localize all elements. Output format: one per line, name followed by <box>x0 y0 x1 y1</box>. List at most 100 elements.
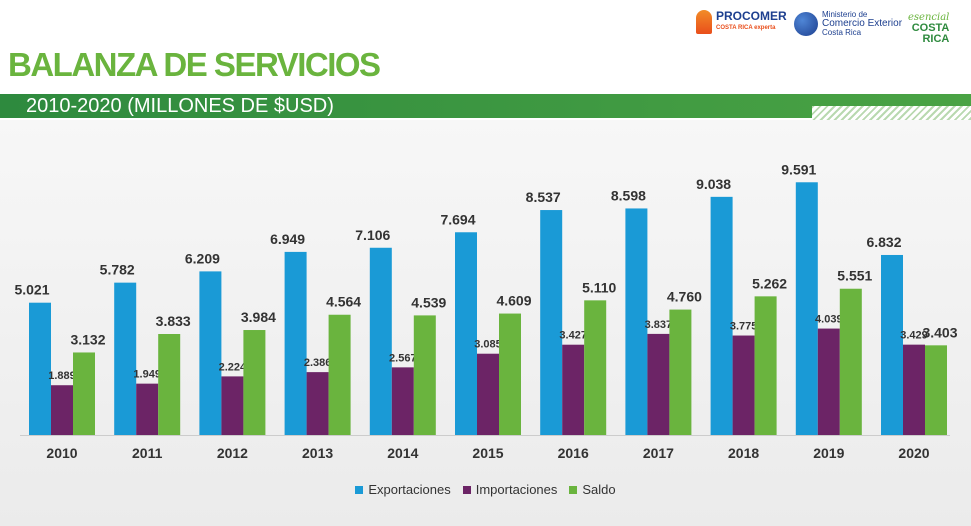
x-tick-label-2015: 2015 <box>472 445 503 461</box>
data-label-saldo-2012: 3.984 <box>241 309 276 325</box>
bar-saldo-2012 <box>243 330 266 435</box>
x-tick-label-2016: 2016 <box>558 445 589 461</box>
bar-exportaciones-2019 <box>795 182 818 435</box>
comex-logo-line2: Comercio Exterior <box>822 18 903 29</box>
x-tick-label-2014: 2014 <box>387 445 418 461</box>
data-label-importaciones-2018: 3.775 <box>730 321 758 333</box>
legend-label-exportaciones: Exportaciones <box>368 482 451 497</box>
bar-exportaciones-2014 <box>369 247 392 435</box>
bar-exportaciones-2013 <box>284 251 307 435</box>
bar-importaciones-2014 <box>391 367 414 435</box>
legend-item-exportaciones: Exportaciones <box>355 482 451 497</box>
costa-rica-logo: esencial COSTA RICA <box>908 12 949 45</box>
bar-importaciones-2012 <box>221 376 244 435</box>
data-label-importaciones-2012: 2.224 <box>219 361 247 373</box>
data-label-exportaciones-2012: 6.209 <box>185 250 220 266</box>
bar-saldo-2010 <box>73 352 95 435</box>
bar-saldo-2014 <box>413 315 436 435</box>
data-label-exportaciones-2013: 6.949 <box>270 231 305 247</box>
data-label-importaciones-2016: 3.427 <box>559 330 587 342</box>
legend-item-saldo: Saldo <box>569 482 616 497</box>
x-tick-label-2011: 2011 <box>132 445 163 461</box>
legend-swatch-saldo <box>569 485 578 494</box>
legend-swatch-exportaciones <box>355 485 364 494</box>
bar-exportaciones-2015 <box>455 232 477 435</box>
chart-legend: Exportaciones Importaciones Saldo <box>0 482 971 497</box>
x-tick-label-2013: 2013 <box>302 445 333 461</box>
bar-importaciones-2019 <box>817 328 840 435</box>
costa-rica-logo-line1: esencial <box>908 12 950 23</box>
data-label-saldo-2018: 5.262 <box>752 275 787 291</box>
x-tick-label-2010: 2010 <box>46 445 77 461</box>
bar-exportaciones-2010 <box>29 302 51 435</box>
globe-icon <box>794 11 818 36</box>
subtitle-band <box>0 94 971 118</box>
data-label-exportaciones-2014: 7.106 <box>355 227 390 243</box>
bar-exportaciones-2012 <box>199 271 222 435</box>
chart-title: BALANZA DE SERVICIOS <box>8 46 381 83</box>
data-label-saldo-2015: 4.609 <box>496 293 531 309</box>
bar-saldo-2015 <box>499 313 521 435</box>
data-label-importaciones-2014: 2.567 <box>389 352 417 364</box>
bar-saldo-2017 <box>669 309 692 435</box>
data-label-saldo-2016: 5.110 <box>582 279 616 295</box>
bar-exportaciones-2011 <box>114 282 137 435</box>
bar-saldo-2020 <box>925 345 947 435</box>
flame-icon <box>696 10 712 34</box>
data-label-importaciones-2015: 3.085 <box>474 339 502 351</box>
comex-logo: Ministerio de Comercio Exterior Costa Ri… <box>794 10 902 37</box>
data-label-importaciones-2019: 4.039 <box>815 314 843 326</box>
procomer-logo: PROCOMER COSTA RICA experta <box>696 10 787 34</box>
data-label-saldo-2014: 4.539 <box>411 294 446 310</box>
bar-importaciones-2013 <box>306 372 329 435</box>
procomer-logo-tagline: COSTA RICA experta <box>716 25 776 31</box>
data-label-importaciones-2017: 3.837 <box>645 319 673 331</box>
bar-saldo-2011 <box>158 334 181 435</box>
data-label-exportaciones-2018: 9.038 <box>696 176 731 192</box>
data-label-importaciones-2011: 1.949 <box>133 369 161 381</box>
bar-importaciones-2017 <box>647 333 670 435</box>
bar-exportaciones-2016 <box>540 210 563 435</box>
procomer-logo-name: PROCOMER <box>716 9 787 23</box>
x-tick-label-2017: 2017 <box>643 445 674 461</box>
bar-importaciones-2018 <box>732 335 755 435</box>
legend-label-saldo: Saldo <box>582 482 616 497</box>
bar-importaciones-2010 <box>51 385 73 435</box>
costa-rica-logo-line2: COSTA <box>911 22 950 34</box>
data-label-saldo-2017: 4.760 <box>667 289 702 305</box>
comex-logo-line1: Ministerio de <box>822 10 868 19</box>
x-tick-label-2012: 2012 <box>217 445 248 461</box>
data-label-importaciones-2013: 2.386 <box>304 357 332 369</box>
bar-importaciones-2016 <box>562 344 585 435</box>
bar-chart: 5.021 1.889 3.132 2010 5.782 1.949 3.833 2011 6.… <box>14 161 957 461</box>
decorative-hatch <box>812 106 971 120</box>
data-label-saldo-2019: 5.551 <box>837 268 872 284</box>
legend-item-importaciones: Importaciones <box>462 482 558 497</box>
data-label-exportaciones-2020: 6.832 <box>866 234 901 250</box>
x-tick-label-2019: 2019 <box>813 445 844 461</box>
legend-label-importaciones: Importaciones <box>475 482 558 497</box>
x-tick-label-2018: 2018 <box>728 445 759 461</box>
data-label-exportaciones-2019: 9.591 <box>781 161 816 177</box>
bar-exportaciones-2017 <box>625 208 648 435</box>
bar-importaciones-2011 <box>136 383 159 435</box>
comex-logo-line3: Costa Rica <box>822 28 862 37</box>
data-label-exportaciones-2015: 7.694 <box>440 211 475 227</box>
bar-saldo-2018 <box>754 296 777 435</box>
data-label-saldo-2020: 3.403 <box>922 324 957 340</box>
bar-saldo-2016 <box>584 300 607 435</box>
data-label-saldo-2013: 4.564 <box>326 294 361 310</box>
data-label-exportaciones-2010: 5.021 <box>14 282 49 298</box>
bar-saldo-2013 <box>328 314 351 435</box>
data-label-saldo-2011: 3.833 <box>156 313 191 329</box>
bar-saldo-2019 <box>839 288 862 435</box>
chart-subtitle: 2010-2020 (MILLONES DE $USD) <box>26 95 334 117</box>
data-label-importaciones-2010: 1.889 <box>48 370 76 382</box>
data-label-exportaciones-2016: 8.537 <box>526 189 561 205</box>
bar-exportaciones-2018 <box>710 196 733 435</box>
legend-swatch-importaciones <box>462 485 471 494</box>
x-tick-label-2020: 2020 <box>898 445 929 461</box>
data-label-saldo-2010: 3.132 <box>70 331 105 347</box>
bar-importaciones-2015 <box>477 353 499 435</box>
bar-importaciones-2020 <box>903 344 925 435</box>
